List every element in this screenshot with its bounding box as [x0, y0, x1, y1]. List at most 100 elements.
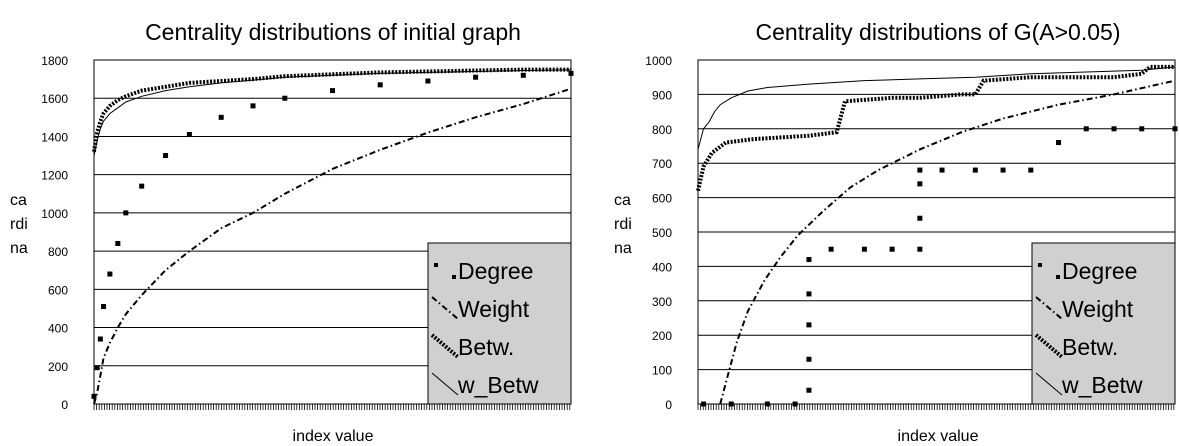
right-series-degree-point: [1083, 126, 1089, 132]
right-series-degree-point: [917, 167, 923, 173]
left-y-tick-label: 1800: [41, 54, 68, 68]
right-series-degree-point: [917, 215, 923, 221]
left-series-degree-point: [282, 95, 288, 101]
right-y-tick-label: 900: [652, 88, 672, 102]
chart-right-title: Centrality distributions of G(A>0.05): [756, 19, 1121, 45]
left-legend-weight-swatch: [431, 296, 459, 320]
left-series-betw-line: [92, 67, 571, 153]
left-series-w-betw-line: [93, 69, 572, 156]
left-series-degree-point: [218, 114, 224, 120]
left-y-tick-label: 200: [48, 360, 68, 374]
right-series-degree-point: [806, 291, 812, 297]
right-y-axis-label-text: ca rdi na: [614, 192, 632, 257]
chart-left-x-axis-label: index value: [293, 428, 374, 445]
chart-left-x-tick-marks: [93, 404, 571, 410]
left-y-tick-label: 400: [48, 322, 68, 336]
right-series-degree-point: [1172, 126, 1178, 132]
left-series-degree-point: [94, 365, 100, 371]
left-y-tick-label: 0: [61, 398, 68, 412]
right-y-tick-label: 400: [652, 260, 672, 274]
right-legend-w-betw-swatch: [1035, 372, 1063, 396]
right-series-degree-point: [792, 401, 798, 407]
right-series-degree-point: [806, 356, 812, 362]
left-series-degree-point: [250, 103, 256, 109]
left-y-tick-label: 600: [48, 283, 68, 297]
right-y-tick-label: 0: [665, 398, 672, 412]
right-series-degree-point: [728, 401, 734, 407]
right-series-degree-point: [917, 246, 923, 252]
right-y-tick-label: 500: [652, 226, 672, 240]
right-series-degree-point: [806, 322, 812, 328]
right-y-tick-label: 300: [652, 295, 672, 309]
right-legend-degree-swatch: [1038, 263, 1042, 267]
left-series-degree-point: [186, 132, 192, 138]
left-legend-box: [427, 242, 572, 405]
chart-left-legend: Degree Weight Betw. w_Betw: [427, 242, 572, 405]
right-series-degree-point: [917, 181, 923, 187]
left-y-tick-label: 1400: [41, 130, 68, 144]
chart-right-series: [696, 64, 1178, 407]
left-series-degree-point: [163, 153, 169, 159]
right-series-degree-point: [1028, 167, 1034, 173]
chart-left-title: Centrality distributions of initial grap…: [145, 19, 521, 45]
chart-left-series: [91, 67, 574, 405]
chart-right-legend: Degree Weight Betw. w_Betw: [1031, 242, 1176, 405]
left-series-degree: [91, 70, 574, 399]
left-legend-degree-label: Degree: [458, 258, 533, 284]
right-series-degree-point: [764, 401, 770, 407]
left-y-tick-label: 800: [48, 245, 68, 259]
left-series-degree-point: [473, 74, 479, 80]
left-series-degree-point: [330, 88, 335, 94]
chart-left-y-axis-label: ca rdi na: [10, 192, 28, 257]
left-series-degree-point: [568, 70, 574, 76]
chart-right-x-tick-marks: [697, 404, 1175, 410]
left-series-degree-point: [91, 393, 97, 399]
right-series-degree-point: [939, 167, 945, 173]
right-series-degree-point: [828, 246, 834, 252]
left-y-tick-label: 1600: [41, 92, 68, 106]
left-legend-betw-label: Betw.: [458, 334, 514, 360]
left-y-tick-label: 1000: [41, 207, 68, 221]
chart-right-y-tick-labels: 0 100 200 300 400 500 600 700 800 900 1000: [645, 54, 672, 412]
right-legend-w-betw-label: w_Betw: [1061, 372, 1143, 398]
left-legend-degree-swatch: [452, 275, 456, 279]
left-series-degree-point: [97, 336, 103, 342]
right-series-w-betw-line: [697, 66, 1176, 150]
chart-left: Centrality distributions of initial grap…: [10, 19, 574, 445]
right-legend-betw-swatch: [1034, 333, 1064, 359]
right-series-weight-line: [719, 79, 1176, 405]
right-legend-weight-label: Weight: [1062, 296, 1134, 322]
right-series-degree-point: [806, 257, 812, 263]
chart-left-y-tick-labels: 0 200 400 600 800 1000 1200 1400 1600 1800: [41, 54, 68, 412]
left-y-tick-label: 1200: [41, 169, 68, 183]
right-y-tick-label: 200: [652, 329, 672, 343]
left-legend-w-betw-label: w_Betw: [457, 372, 539, 398]
right-series-degree-point: [1139, 126, 1145, 132]
right-legend-weight-swatch: [1035, 296, 1063, 320]
chart-right: Centrality distributions of G(A>0.05) 0 1…: [614, 19, 1178, 445]
left-series-degree-point: [377, 82, 383, 88]
right-series-degree-point: [1056, 140, 1062, 146]
chart-right-y-axis-label: ca rdi na: [614, 192, 632, 257]
left-legend-degree-swatch: [434, 263, 438, 267]
right-y-tick-label: 800: [652, 123, 672, 137]
left-series-degree-point: [101, 304, 107, 310]
right-y-tick-label: 700: [652, 157, 672, 171]
right-series-degree-point: [701, 401, 707, 407]
left-legend-weight-label: Weight: [458, 296, 530, 322]
right-series-degree-point: [1111, 126, 1117, 132]
left-y-axis-label-text: ca rdi na: [10, 192, 28, 257]
right-legend-degree-label: Degree: [1062, 258, 1137, 284]
left-legend-betw-swatch: [430, 333, 460, 359]
right-series-degree-point: [889, 246, 895, 252]
right-series-degree-point: [1000, 167, 1006, 173]
right-series-degree-point: [861, 246, 867, 252]
right-legend-box: [1031, 242, 1176, 405]
left-series-degree-point: [107, 271, 113, 277]
right-y-tick-label: 1000: [645, 54, 672, 68]
right-series-degree-point: [972, 167, 978, 173]
right-y-tick-label: 100: [652, 364, 672, 378]
left-series-degree-point: [425, 78, 431, 84]
chart-right-x-axis-label: index value: [898, 428, 979, 445]
